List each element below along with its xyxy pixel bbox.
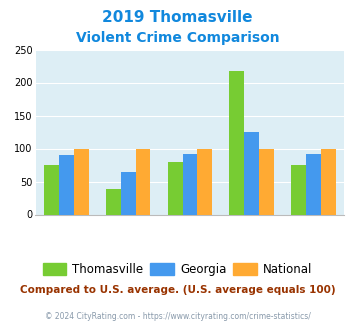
Bar: [106, 189, 121, 214]
Legend: Thomasville, Georgia, National: Thomasville, Georgia, National: [38, 258, 317, 281]
Bar: [44, 165, 59, 214]
Text: Violent Crime Comparison: Violent Crime Comparison: [76, 31, 279, 45]
Text: Compared to U.S. average. (U.S. average equals 100): Compared to U.S. average. (U.S. average …: [20, 285, 335, 295]
Bar: [321, 148, 336, 214]
Bar: [259, 148, 274, 214]
Text: © 2024 CityRating.com - https://www.cityrating.com/crime-statistics/: © 2024 CityRating.com - https://www.city…: [45, 312, 310, 321]
Bar: [74, 148, 89, 214]
Bar: [121, 172, 136, 214]
Bar: [182, 154, 197, 214]
Bar: [136, 148, 151, 214]
Bar: [306, 154, 321, 214]
Bar: [59, 155, 74, 214]
Text: 2019 Thomasville: 2019 Thomasville: [102, 10, 253, 25]
Bar: [229, 71, 244, 215]
Bar: [197, 148, 212, 214]
Bar: [168, 162, 182, 214]
Bar: [244, 132, 259, 214]
Bar: [291, 165, 306, 214]
